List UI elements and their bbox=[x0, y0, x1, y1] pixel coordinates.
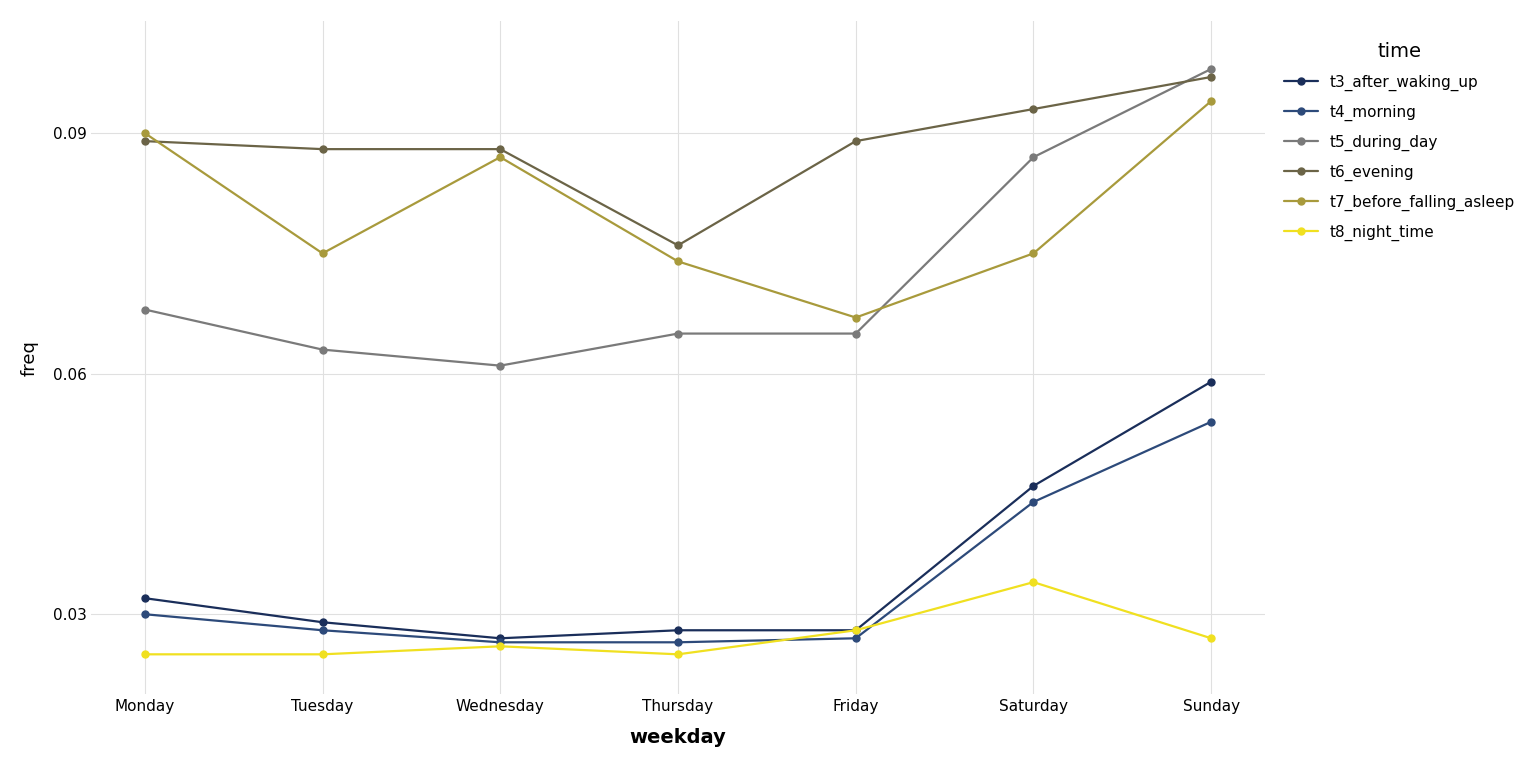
t7_before_falling_asleep bbox=[135, 128, 154, 137]
t6_evening bbox=[1203, 72, 1221, 81]
t5_during_day bbox=[846, 329, 865, 338]
t8_night_time bbox=[1203, 634, 1221, 643]
t4_morning bbox=[668, 637, 687, 647]
t3_after_waking_up bbox=[1025, 482, 1043, 491]
t7_before_falling_asleep bbox=[846, 313, 865, 322]
t7_before_falling_asleep bbox=[668, 257, 687, 266]
t3_after_waking_up bbox=[492, 634, 510, 643]
t8_night_time bbox=[313, 650, 332, 659]
t7_before_falling_asleep bbox=[1203, 97, 1221, 106]
t5_during_day bbox=[135, 305, 154, 314]
t4_morning bbox=[846, 634, 865, 643]
t6_evening bbox=[492, 144, 510, 154]
t5_during_day bbox=[668, 329, 687, 338]
Line: t6_evening: t6_evening bbox=[141, 74, 1215, 249]
t3_after_waking_up bbox=[135, 594, 154, 603]
t3_after_waking_up bbox=[1203, 377, 1221, 386]
t5_during_day bbox=[1025, 153, 1043, 162]
t7_before_falling_asleep bbox=[313, 249, 332, 258]
t8_night_time bbox=[1025, 578, 1043, 587]
Line: t4_morning: t4_morning bbox=[141, 419, 1215, 646]
Y-axis label: freq: freq bbox=[22, 339, 38, 376]
t6_evening bbox=[313, 144, 332, 154]
t6_evening bbox=[668, 240, 687, 250]
Legend: t3_after_waking_up, t4_morning, t5_during_day, t6_evening, t7_before_falling_asl: t3_after_waking_up, t4_morning, t5_durin… bbox=[1284, 42, 1514, 240]
Line: t7_before_falling_asleep: t7_before_falling_asleep bbox=[141, 98, 1215, 321]
t4_morning bbox=[1025, 498, 1043, 507]
Line: t5_during_day: t5_during_day bbox=[141, 65, 1215, 369]
t4_morning bbox=[313, 626, 332, 635]
t3_after_waking_up bbox=[313, 617, 332, 627]
t3_after_waking_up bbox=[846, 626, 865, 635]
t4_morning bbox=[1203, 417, 1221, 426]
t8_night_time bbox=[492, 642, 510, 651]
Line: t8_night_time: t8_night_time bbox=[141, 578, 1215, 658]
t6_evening bbox=[1025, 104, 1043, 114]
t5_during_day bbox=[313, 345, 332, 354]
Line: t3_after_waking_up: t3_after_waking_up bbox=[141, 378, 1215, 642]
t8_night_time bbox=[135, 650, 154, 659]
t6_evening bbox=[135, 137, 154, 146]
t4_morning bbox=[492, 637, 510, 647]
t8_night_time bbox=[668, 650, 687, 659]
X-axis label: weekday: weekday bbox=[630, 728, 727, 747]
t5_during_day bbox=[492, 361, 510, 370]
t8_night_time bbox=[846, 626, 865, 635]
t3_after_waking_up bbox=[668, 626, 687, 635]
t7_before_falling_asleep bbox=[1025, 249, 1043, 258]
t5_during_day bbox=[1203, 65, 1221, 74]
t7_before_falling_asleep bbox=[492, 153, 510, 162]
t4_morning bbox=[135, 610, 154, 619]
t6_evening bbox=[846, 137, 865, 146]
